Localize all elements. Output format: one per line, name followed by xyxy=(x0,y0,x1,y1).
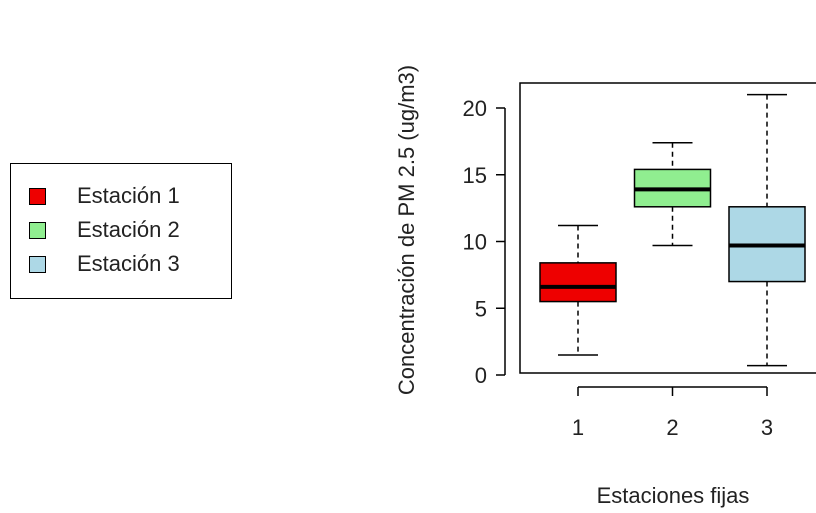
legend-item: Estación 1 xyxy=(29,179,180,213)
y-axis-label: Concentración de PM 2.5 (ug/m3) xyxy=(394,65,419,395)
plot-area: 0 5 10 15 20 1 2 3 xyxy=(463,82,816,440)
y-tick-label: 15 xyxy=(463,163,487,188)
legend-label: Estación 3 xyxy=(77,251,180,276)
legend-swatch xyxy=(29,255,46,273)
legend-label: Estación 1 xyxy=(77,183,180,208)
y-tick-label: 0 xyxy=(475,363,487,388)
legend-swatch xyxy=(29,221,46,239)
plot-frame xyxy=(519,82,816,374)
x-tick-label: 3 xyxy=(761,415,773,440)
y-tick-label: 20 xyxy=(463,96,487,121)
legend-item: Estación 2 xyxy=(29,213,180,247)
box-1 xyxy=(539,262,617,303)
y-tick-label: 5 xyxy=(475,296,487,321)
y-tick-label: 10 xyxy=(463,230,487,255)
x-tick-label: 1 xyxy=(572,415,584,440)
x-axis-label: Estaciones fijas xyxy=(597,483,750,508)
legend-swatch xyxy=(29,187,46,205)
legend-label: Estación 2 xyxy=(77,217,180,242)
x-tick-label: 2 xyxy=(666,415,678,440)
legend-item: Estación 3 xyxy=(29,247,180,281)
legend: Estación 1 Estación 2 Estación 3 xyxy=(10,163,232,299)
